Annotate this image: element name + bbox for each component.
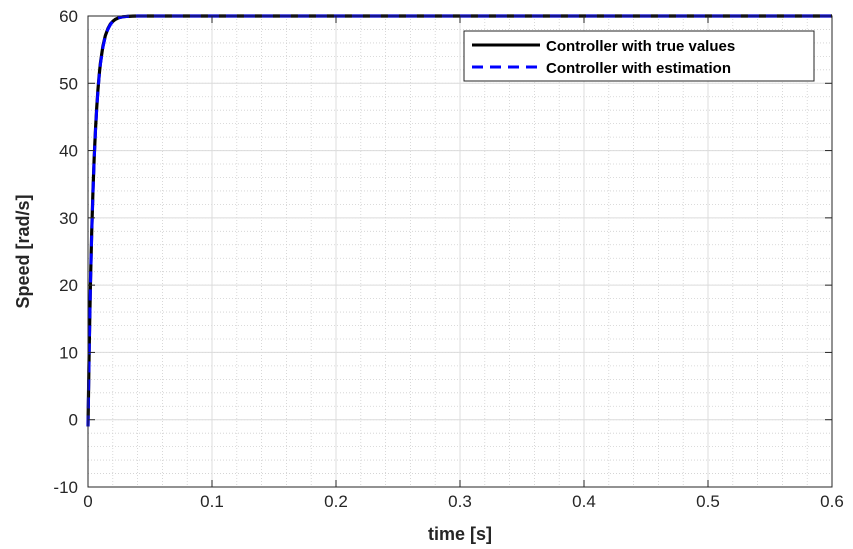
y-tick-label: 50 <box>59 74 78 93</box>
x-tick-label: 0 <box>83 492 92 511</box>
x-tick-label: 0.4 <box>572 492 596 511</box>
y-tick-label: -10 <box>53 478 78 497</box>
y-tick-label: 10 <box>59 343 78 362</box>
x-tick-label: 0.3 <box>448 492 472 511</box>
y-tick-labels: -10 0 10 20 30 40 50 60 <box>53 7 78 497</box>
y-tick-label: 60 <box>59 7 78 26</box>
y-axis-label: Speed [rad/s] <box>13 194 33 308</box>
legend-box <box>463 30 815 82</box>
legend-label-estimation: Controller with estimation <box>546 60 731 77</box>
y-tick-label: 0 <box>69 411 78 430</box>
y-tick-label: 20 <box>59 276 78 295</box>
x-tick-label: 0.5 <box>696 492 720 511</box>
y-tick-label: 40 <box>59 142 78 161</box>
y-tick-label: 30 <box>59 209 78 228</box>
legend-label-true-values: Controller with true values <box>546 38 735 55</box>
x-tick-label: 0.2 <box>324 492 348 511</box>
x-tick-label: 0.6 <box>820 492 844 511</box>
ticks <box>87 15 833 488</box>
x-axis-label: time [s] <box>428 524 492 544</box>
x-tick-labels: 0 0.1 0.2 0.3 0.4 0.5 0.6 <box>83 492 844 511</box>
legend: Controller with true values Controller w… <box>463 30 815 82</box>
x-tick-label: 0.1 <box>200 492 224 511</box>
